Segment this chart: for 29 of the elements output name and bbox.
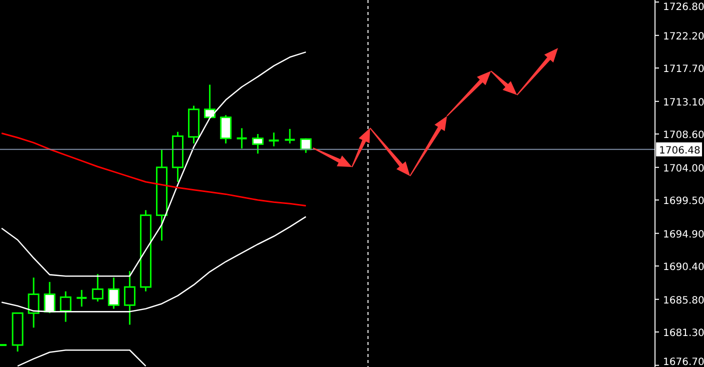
candlestick xyxy=(236,127,248,150)
y-tick-label: 1685.80 xyxy=(663,295,704,306)
y-tick-label: 1694.90 xyxy=(663,229,704,240)
candlestick xyxy=(252,133,264,154)
candlestick xyxy=(76,289,88,308)
line-series xyxy=(0,132,307,207)
candlestick xyxy=(92,273,104,302)
candlestick xyxy=(204,84,216,118)
y-tick-label: 1681.30 xyxy=(663,328,704,339)
y-tick-label: 1713.10 xyxy=(663,97,704,108)
candlestick xyxy=(268,132,280,148)
y-tick-label: 1717.70 xyxy=(663,64,704,76)
y-tick-label: 1708.60 xyxy=(663,130,704,142)
candlestick xyxy=(124,270,136,326)
line-series xyxy=(16,349,146,367)
line-series xyxy=(0,216,307,312)
y-tick-label: 1690.40 xyxy=(663,262,704,273)
y-tick-label: 1704.00 xyxy=(663,163,704,174)
y-tick-label: 1699.50 xyxy=(663,196,704,207)
candlestick xyxy=(300,138,312,154)
y-tick-label: 1722.20 xyxy=(663,31,704,42)
y-tick-label: 1726.80 xyxy=(663,2,704,13)
candlestick xyxy=(220,114,232,144)
y-tick-label: 1676.70 xyxy=(663,357,704,367)
candlestick xyxy=(60,290,72,323)
candlestick xyxy=(284,128,296,144)
line-series xyxy=(0,51,307,277)
ref-line-label: 1706.48 xyxy=(659,145,700,156)
candlestick xyxy=(28,276,40,328)
